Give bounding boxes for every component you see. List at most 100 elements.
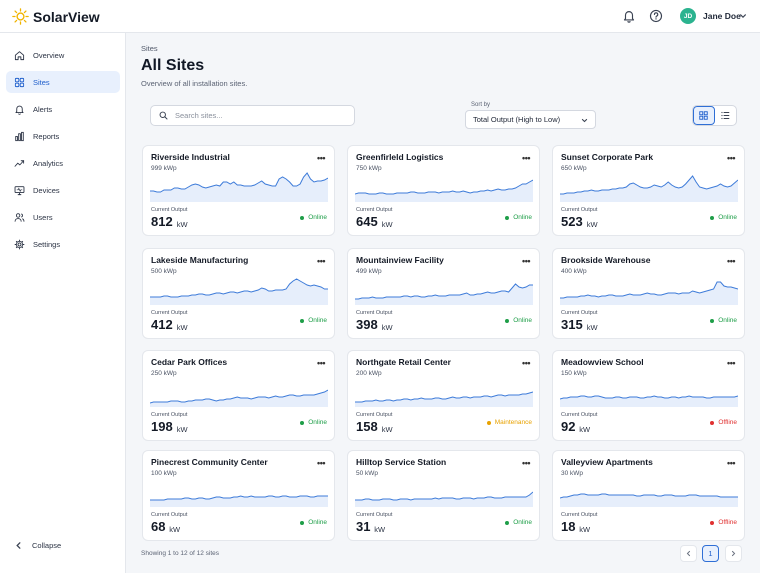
status-text: Maintenance — [494, 419, 532, 426]
sparkline-area — [355, 284, 533, 305]
status-text: Online — [718, 214, 737, 221]
more-options-icon[interactable]: ••• — [727, 256, 735, 266]
site-card-riverside-industrial[interactable]: Riverside Industrial 999 kWp ••• Current Ou… — [142, 145, 335, 236]
notification-bell-icon[interactable] — [622, 9, 636, 23]
status-badge: Online — [710, 214, 737, 221]
current-output-value: 812 — [151, 214, 173, 229]
site-name[interactable]: Valleyview Apartments — [561, 457, 653, 467]
output-sparkline — [355, 391, 533, 407]
app-logo[interactable]: SolarView — [12, 8, 100, 25]
sidebar-item-label: Alerts — [33, 104, 53, 114]
site-name[interactable]: Brookside Warehouse — [561, 255, 651, 265]
output-unit: kW — [381, 220, 393, 229]
site-card-cedar-park-offices[interactable]: Cedar Park Offices 250 kWp ••• Current Outp… — [142, 350, 335, 441]
user-avatar[interactable]: JD — [680, 8, 696, 24]
site-card-greenfirleld-logistics[interactable]: Greenfirleld Logistics 750 kWp ••• Current … — [347, 145, 540, 236]
more-options-icon[interactable]: ••• — [317, 458, 325, 468]
site-capacity: 50 kWp — [356, 470, 379, 477]
site-card-lakeside-manufacturing[interactable]: Lakeside Manufacturing 500 kWp ••• Current … — [142, 248, 335, 339]
site-capacity: 250 kWp — [151, 370, 177, 377]
status-badge: Online — [300, 214, 327, 221]
site-card-hilltop-service-station[interactable]: Hilltop Service Station 50 kWp ••• Current … — [347, 450, 540, 541]
site-card-northgate-retail-center[interactable]: Northgate Retail Center 200 kWp ••• Current… — [347, 350, 540, 441]
next-page-button[interactable] — [725, 545, 742, 562]
sidebar-item-label: Overview — [33, 50, 65, 60]
more-options-icon[interactable]: ••• — [727, 458, 735, 468]
sidebar-item-overview[interactable]: Overview — [6, 44, 120, 66]
more-options-icon[interactable]: ••• — [522, 256, 530, 266]
previous-page-button[interactable] — [680, 545, 697, 562]
chevron-right-icon — [731, 550, 736, 557]
more-options-icon[interactable]: ••• — [522, 458, 530, 468]
site-capacity: 750 kWp — [356, 165, 382, 172]
sidebar: Overview Sites Alerts Reports Analytics … — [0, 33, 126, 573]
sparkline-line — [355, 283, 533, 300]
site-name[interactable]: Riverside Industrial — [151, 152, 230, 162]
status-badge: Online — [710, 317, 737, 324]
status-badge: Online — [505, 519, 532, 526]
site-name[interactable]: Pinecrest Community Center — [151, 457, 268, 467]
site-name[interactable]: Lakeside Manufacturing — [151, 255, 249, 265]
current-output-value: 398 — [356, 317, 378, 332]
sidebar-item-label: Users — [33, 212, 53, 222]
current-output-label: Current Output — [561, 512, 598, 518]
more-options-icon[interactable]: ••• — [317, 153, 325, 163]
site-card-valleyview-apartments[interactable]: Valleyview Apartments 30 kWp ••• Current Ou… — [552, 450, 745, 541]
search-box[interactable] — [150, 105, 355, 126]
status-badge: Online — [505, 317, 532, 324]
sidebar-item-alerts[interactable]: Alerts — [6, 98, 120, 120]
site-card-pinecrest-community-center[interactable]: Pinecrest Community Center 100 kWp ••• Curr… — [142, 450, 335, 541]
page-number-button[interactable]: 1 — [702, 545, 719, 562]
current-output-value: 68 — [151, 519, 166, 534]
current-output-value: 158 — [356, 419, 378, 434]
site-capacity: 499 kWp — [356, 268, 382, 275]
site-card-sunset-corporate-park[interactable]: Sunset Corporate Park 650 kWp ••• Current O… — [552, 145, 745, 236]
output-sparkline — [560, 175, 738, 202]
site-capacity: 999 kWp — [151, 165, 177, 172]
sidebar-item-devices[interactable]: Devices — [6, 179, 120, 201]
output-unit: kW — [381, 323, 393, 332]
help-icon[interactable] — [649, 9, 663, 23]
breadcrumb[interactable]: Sites — [141, 44, 158, 53]
sidebar-item-settings[interactable]: Settings — [6, 233, 120, 255]
list-view-button[interactable] — [715, 106, 736, 125]
site-name[interactable]: Greenfirleld Logistics — [356, 152, 444, 162]
more-options-icon[interactable]: ••• — [317, 358, 325, 368]
sidebar-item-label: Settings — [33, 239, 61, 249]
more-options-icon[interactable]: ••• — [317, 256, 325, 266]
status-text: Online — [308, 317, 327, 324]
more-options-icon[interactable]: ••• — [522, 358, 530, 368]
user-name[interactable]: Jane Doe — [703, 11, 741, 21]
more-options-icon[interactable]: ••• — [727, 153, 735, 163]
site-card-brookside-warehouse[interactable]: Brookside Warehouse 400 kWp ••• Current Out… — [552, 248, 745, 339]
sidebar-item-analytics[interactable]: Analytics — [6, 152, 120, 174]
sort-value: Total Output (High to Low) — [473, 115, 561, 124]
sidebar-item-sites[interactable]: Sites — [6, 71, 120, 93]
site-name[interactable]: Cedar Park Offices — [151, 357, 228, 367]
users-icon — [14, 212, 25, 222]
page-title: All Sites — [141, 57, 205, 74]
sort-dropdown[interactable]: Total Output (High to Low) — [465, 110, 596, 129]
collapse-button[interactable]: Collapse — [14, 541, 61, 550]
site-name[interactable]: Northgate Retail Center — [356, 357, 451, 367]
site-name[interactable]: Hilltop Service Station — [356, 457, 447, 467]
page-subtitle: Overview of all installation sites. — [141, 79, 248, 88]
status-dot-icon — [300, 215, 305, 220]
search-input[interactable] — [175, 111, 335, 120]
sparkline-area — [560, 494, 738, 507]
sparkline-area — [560, 176, 738, 202]
current-output-value: 198 — [151, 419, 173, 434]
more-options-icon[interactable]: ••• — [522, 153, 530, 163]
site-name[interactable]: Sunset Corporate Park — [561, 152, 654, 162]
site-name[interactable]: Meadowview School — [561, 357, 644, 367]
view-toggle — [692, 105, 737, 126]
sidebar-item-users[interactable]: Users — [6, 206, 120, 228]
site-name[interactable]: Mountainview Facility — [356, 255, 444, 265]
grid-view-button[interactable] — [693, 106, 715, 125]
chevron-down-icon[interactable] — [739, 12, 747, 20]
output-sparkline — [560, 493, 738, 507]
sidebar-item-reports[interactable]: Reports — [6, 125, 120, 147]
site-card-mountainview-facility[interactable]: Mountainview Facility 499 kWp ••• Current O… — [347, 248, 540, 339]
more-options-icon[interactable]: ••• — [727, 358, 735, 368]
site-card-meadowview-school[interactable]: Meadowview School 150 kWp ••• Current Outpu… — [552, 350, 745, 441]
